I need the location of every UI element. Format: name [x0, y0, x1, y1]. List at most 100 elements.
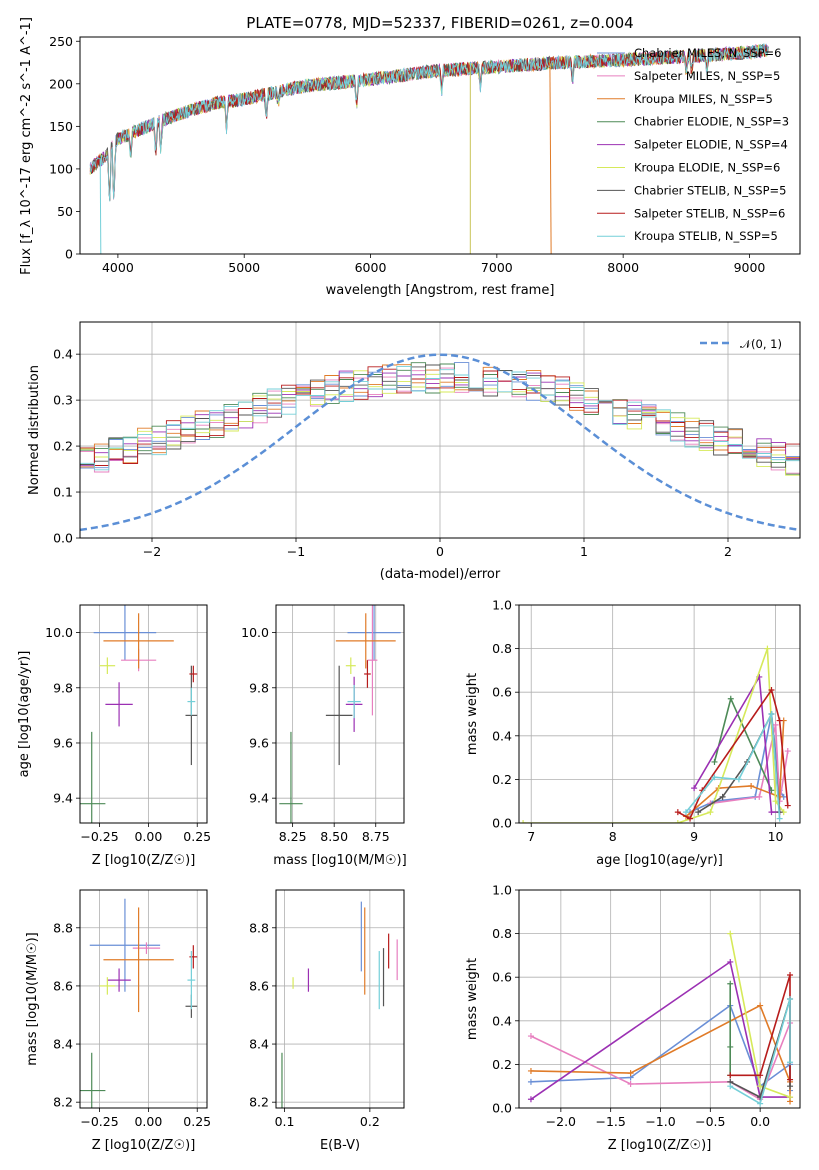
weight-marker [711, 758, 718, 765]
y-tick-label: 8.8 [249, 920, 269, 935]
y-tick-label: 9.6 [53, 735, 73, 750]
weight-marker [776, 717, 783, 724]
y-tick-label: 8.4 [53, 1037, 73, 1052]
plot-area [527, 930, 794, 1107]
weight-marker [627, 1081, 634, 1088]
weight-marker [527, 1067, 534, 1074]
weight-marker [527, 1096, 534, 1103]
normal-curve [80, 353, 800, 532]
spectrum-drop [549, 63, 552, 254]
y-tick-label: 0.4 [492, 728, 512, 743]
weight-marker [687, 815, 694, 822]
x-tick-label: 0.00 [134, 829, 162, 844]
y-axis-label: mass weight [465, 958, 480, 1040]
x-tick-label: 0 [436, 544, 444, 559]
weight-marker [768, 687, 775, 694]
x-tick-label: 8 [609, 829, 617, 844]
histogram-steps [80, 365, 800, 538]
axes-frame [275, 889, 405, 1109]
plot-area [520, 645, 791, 823]
y-tick-label: 10.0 [45, 625, 73, 640]
y-tick-label: 8.2 [53, 1095, 73, 1110]
x-tick-label: 0.00 [134, 1114, 162, 1129]
y-tick-label: 0.8 [492, 926, 512, 941]
spectrum-drop [99, 160, 102, 254]
weight-marker [787, 1076, 794, 1083]
x-tick-label: 6000 [355, 260, 387, 275]
weight-marker [527, 1078, 534, 1085]
spectrum-panel: 4000 5000 6000 7000 8000 9000 0 50 100 150 200 250 C… [19, 14, 801, 298]
y-tick-label: 0.8 [492, 641, 512, 656]
histogram-steps [80, 366, 800, 538]
weight-marker [695, 809, 702, 816]
plot-area [80, 353, 800, 538]
weight-vs-age-panel: 7 8 9 10 0.0 0.2 0.4 0.6 0.8 1.0 age [log10(age/yr… [465, 598, 801, 868]
x-tick-label: 0.2 [360, 1114, 380, 1129]
weight-marker [682, 809, 689, 816]
weight-marker [787, 996, 794, 1002]
legend-label: Kroupa ELODIE, N_SSP=6 [634, 161, 780, 175]
weight-vs-metallicity-panel: −2.0 −1.5 −1.0 −0.5 0.0 0.0 0.2 0.4 0.6 0.8 1.0 Z [… [465, 883, 801, 1153]
weight-line [530, 960, 790, 1100]
y-tick-label: 0.0 [492, 816, 512, 831]
weight-marker [527, 1033, 534, 1040]
legend-label: Kroupa MILES, N_SSP=5 [634, 92, 773, 106]
plot-area [279, 605, 401, 823]
weight-marker [727, 695, 734, 702]
y-tick-label: 0.0 [53, 531, 73, 546]
x-axis-label: mass [log10(M/M☉)] [273, 853, 406, 868]
weight-marker [727, 980, 734, 987]
y-tick-label: 0.0 [492, 1101, 512, 1116]
y-axis-label: mass [log10(M/M☉)] [25, 932, 40, 1065]
weight-marker [711, 774, 718, 781]
mass-vs-extinction-panel: 0.1 0.2 8.2 8.4 8.6 8.8 E(B-V) [249, 889, 405, 1153]
axes-frame [79, 889, 208, 1109]
y-tick-label: 8.6 [249, 978, 269, 993]
legend-label: Salpeter ELODIE, N_SSP=4 [634, 138, 788, 152]
age-vs-mass-panel: 8.25 8.50 8.75 9.4 9.6 9.8 10.0 mass [log10(M/M… [241, 604, 407, 868]
y-tick-label: 0.2 [492, 1057, 512, 1072]
y-tick-label: 1.0 [492, 883, 512, 898]
axes-frame [79, 604, 208, 824]
x-tick-label: 7000 [481, 260, 513, 275]
x-axis-label: Z [log10(Z/Z☉)] [608, 1138, 712, 1153]
x-axis-label: Z [log10(Z/Z☉)] [92, 853, 196, 868]
weight-marker [748, 782, 755, 789]
x-tick-label: 7 [527, 829, 535, 844]
x-tick-label: −1.0 [645, 1114, 675, 1129]
x-tick-label: −0.5 [695, 1114, 725, 1129]
weight-marker [757, 1100, 764, 1107]
axes-frame [518, 604, 801, 824]
weight-marker [764, 645, 771, 652]
legend-label: Chabrier STELIB, N_SSP=5 [634, 183, 786, 197]
x-tick-label: −0.25 [80, 1114, 118, 1129]
x-tick-label: −1.5 [595, 1114, 625, 1129]
axes-frame [518, 889, 801, 1109]
y-tick-label: 50 [57, 204, 73, 219]
y-tick-label: 8.8 [53, 920, 73, 935]
y-axis-label: age [log10(age/yr)] [17, 651, 32, 778]
legend-label: 𝒩(0, 1) [740, 337, 782, 351]
y-tick-label: 8.6 [53, 978, 73, 993]
weight-marker [674, 809, 681, 816]
x-axis-label: age [log10(age/yr)] [596, 853, 723, 868]
x-tick-label: 1 [580, 544, 588, 559]
y-tick-label: 0.6 [492, 970, 512, 985]
weight-marker [735, 776, 742, 783]
spectrum-line [89, 43, 769, 202]
weight-marker [756, 793, 763, 800]
x-tick-label: 9000 [734, 260, 766, 275]
weight-marker [627, 1070, 634, 1077]
weight-marker [772, 721, 779, 728]
weight-marker [784, 802, 791, 809]
x-tick-label: 5000 [228, 260, 260, 275]
x-axis-label: wavelength [Angstrom, rest frame] [326, 283, 555, 298]
y-axis-label: mass weight [465, 673, 480, 755]
x-axis-label: (data-model)/error [380, 567, 501, 582]
residuals-panel: −2 −1 0 1 2 0.0 0.1 0.2 0.3 0.4 𝒩(0, 1) (data-model… [27, 321, 801, 582]
weight-line [729, 998, 791, 1105]
legend-label: Chabrier MILES, N_SSP=6 [634, 46, 781, 60]
x-tick-label: 9 [690, 829, 698, 844]
weight-marker [719, 793, 726, 800]
